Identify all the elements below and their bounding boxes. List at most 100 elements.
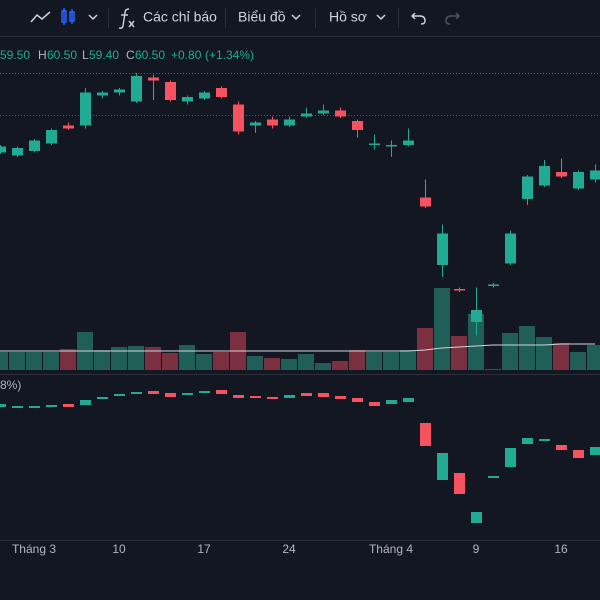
candle-body <box>369 143 380 145</box>
change-percent: (+1.34%) <box>205 48 254 62</box>
candle-body <box>386 145 397 147</box>
candle-body <box>233 395 244 398</box>
toolbar: Các chỉ báo Biểu đồ Hồ sơ <box>0 8 600 37</box>
volume-bar <box>485 369 501 370</box>
ohlc-legend: 59.50 H 60.50 L 59.40 C 60.50 +0.80 (+1.… <box>0 48 254 62</box>
volume-bar <box>383 352 399 370</box>
volume-bar <box>502 333 518 370</box>
volume-bar <box>349 350 365 370</box>
indicators-button[interactable]: Các chỉ báo <box>143 9 217 25</box>
candle-body <box>335 110 346 117</box>
candle-body <box>573 450 584 458</box>
candle-body <box>454 473 465 494</box>
volume-ma-line <box>0 343 595 352</box>
change-value: +0.80 <box>171 48 202 62</box>
candle-body <box>539 439 550 441</box>
candle-body <box>46 405 57 407</box>
chart-button[interactable]: Biểu đồ <box>238 9 286 25</box>
candle-body <box>148 77 159 81</box>
candle-body <box>80 400 91 405</box>
high-key: H <box>38 48 47 62</box>
candle-body <box>267 397 278 399</box>
indicator-label: 8%) <box>0 378 21 392</box>
candle-body <box>437 453 448 480</box>
volume-bar <box>281 359 297 370</box>
volume-bar <box>366 352 382 370</box>
candle-body <box>250 396 261 398</box>
candle-body <box>97 92 108 96</box>
candle-body <box>114 89 125 93</box>
candle-body <box>29 140 40 151</box>
candle-body <box>437 233 448 265</box>
candle-body <box>182 393 193 395</box>
volume-bar <box>400 350 416 370</box>
candle-body <box>590 170 600 180</box>
volume-bar <box>264 358 280 370</box>
low-value: 59.40 <box>89 48 119 62</box>
candle-body <box>131 76 142 102</box>
candle-body <box>539 166 550 186</box>
profile-button[interactable]: Hồ sơ <box>329 9 367 25</box>
candle-body <box>301 113 312 117</box>
candle-body <box>63 404 74 407</box>
candle-body <box>335 396 346 399</box>
candle-body <box>0 404 6 407</box>
indicators-icon[interactable] <box>118 8 135 29</box>
open-value: 59.50 <box>0 48 30 62</box>
candle-body <box>522 438 533 444</box>
candle-body <box>182 97 193 102</box>
line-chart-icon[interactable] <box>30 11 51 23</box>
candle-body <box>318 110 329 114</box>
volume-bar <box>536 337 552 370</box>
volume-bar <box>128 346 144 370</box>
candle-body <box>471 310 482 322</box>
candle-body <box>131 392 142 394</box>
time-axis-label: 16 <box>554 542 568 556</box>
volume-bar <box>570 352 586 370</box>
candle-body <box>12 148 23 156</box>
volume-bar <box>9 352 25 370</box>
volume-bar <box>43 352 59 370</box>
candle-body <box>267 119 278 126</box>
candle-icon[interactable] <box>61 8 75 25</box>
candle-body <box>63 125 74 129</box>
candle-body <box>420 423 431 446</box>
time-axis-label: Tháng 3 <box>12 542 56 556</box>
high-value: 60.50 <box>47 48 77 62</box>
candle-body <box>488 284 499 286</box>
candle-body <box>505 448 516 467</box>
candle-body <box>97 397 108 399</box>
candle-body <box>284 119 295 126</box>
close-key: C <box>126 48 135 62</box>
time-axis-label: 24 <box>282 542 296 556</box>
volume-bar <box>26 352 42 370</box>
close-value: 60.50 <box>135 48 165 62</box>
volume-bar <box>0 352 8 370</box>
candle-body <box>29 406 40 408</box>
volume-bar <box>434 288 450 370</box>
candle-body <box>250 122 261 126</box>
candle-body <box>301 393 312 396</box>
candle-body <box>471 512 482 523</box>
redo-button[interactable] <box>445 12 460 25</box>
chevron[interactable] <box>291 14 301 21</box>
candle-body <box>556 172 567 177</box>
volume-bar <box>519 326 535 370</box>
candle-body <box>0 146 6 153</box>
candle-body <box>352 121 363 130</box>
candle-body <box>352 398 363 402</box>
time-axis-label: Tháng 4 <box>369 542 413 556</box>
chevron[interactable] <box>376 14 386 21</box>
time-axis-label: 17 <box>197 542 211 556</box>
chevron[interactable] <box>88 14 98 21</box>
candle-body <box>114 394 125 396</box>
candle-body <box>80 92 91 126</box>
candle-body <box>403 398 414 402</box>
volume-bar <box>298 354 314 370</box>
candle-body <box>12 406 23 408</box>
volume-bar <box>247 356 263 370</box>
undo-button[interactable] <box>411 12 426 25</box>
candle-body <box>165 393 176 397</box>
candle-body <box>505 233 516 264</box>
